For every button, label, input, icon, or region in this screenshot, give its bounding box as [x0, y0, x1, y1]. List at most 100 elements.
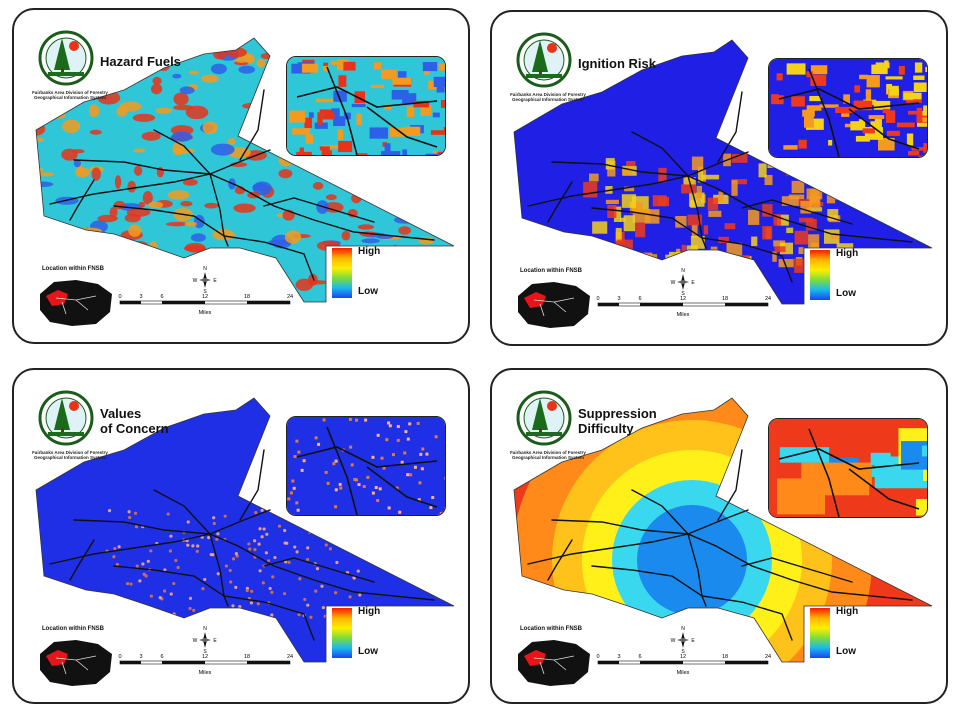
road-line [69, 539, 95, 581]
svg-text:S: S [681, 291, 685, 296]
svg-text:S: S [203, 289, 207, 294]
map-title-line1: Hazard Fuels [100, 54, 181, 69]
road-line [717, 91, 743, 163]
svg-text:E: E [213, 638, 217, 644]
scale-tick-label: 3 [617, 296, 620, 302]
scale-tick-label: 18 [244, 294, 250, 300]
scale-tick-label: 12 [202, 654, 208, 660]
road-line [551, 519, 913, 601]
legend-low-label: Low [836, 288, 856, 299]
legend-low-label: Low [358, 286, 378, 297]
svg-text:S: S [203, 649, 207, 654]
scale-tick-label: 6 [160, 294, 163, 300]
map-title: Hazard Fuels [100, 54, 181, 69]
map-panel-hazard-fuels: Fairbanks Area Division of Forestry Geog… [12, 8, 470, 344]
scale-tick-label: 6 [160, 654, 163, 660]
scale-tick-label: 24 [765, 296, 771, 302]
north-arrow-icon: N S W E [193, 266, 218, 294]
road-line [73, 519, 435, 601]
svg-text:E: E [691, 280, 695, 286]
road-line [631, 131, 689, 177]
scale-tick-label: 0 [118, 654, 121, 660]
agency-caption: Fairbanks Area Division of Forestry Geog… [510, 92, 586, 102]
road-line [239, 449, 265, 521]
legend-high-label: High [836, 606, 859, 617]
road-line [153, 129, 211, 175]
scale-tick-label: 6 [638, 654, 641, 660]
detail-inset [768, 58, 928, 158]
road-line [551, 161, 913, 243]
road-line [591, 565, 793, 641]
detail-inset [286, 416, 446, 516]
road-line [547, 181, 573, 223]
agency-caption: Fairbanks Area Division of Forestry Geog… [510, 450, 586, 460]
scale-tick-label: 12 [202, 294, 208, 300]
legend-high-label: High [836, 248, 859, 259]
legend: High Low [810, 606, 870, 662]
scale-bar: 0 3 6 12 18 24 Miles [596, 654, 771, 676]
scale-tick-label: 18 [244, 654, 250, 660]
road-line [73, 159, 435, 241]
forestry-logo [38, 390, 94, 446]
road-line [263, 197, 375, 223]
legend-low-label: Low [836, 646, 856, 657]
location-map [518, 282, 590, 328]
map-title: Ignition Risk [578, 56, 656, 71]
map-panel-values-of-concern: Fairbanks Area Division of Forestry Geog… [12, 368, 470, 704]
road-line [741, 199, 853, 225]
scale-tick-label: 12 [680, 296, 686, 302]
svg-text:N: N [203, 626, 207, 632]
road-line [239, 89, 265, 161]
scale-tick-label: 24 [287, 294, 293, 300]
location-label: Location within FNSB [520, 268, 582, 274]
scale-tick-label: 18 [722, 654, 728, 660]
svg-text:Miles: Miles [677, 312, 690, 318]
scale-tick-label: 3 [139, 654, 142, 660]
agency-caption: Fairbanks Area Division of Forestry Geog… [32, 450, 108, 460]
road-line [113, 205, 315, 281]
detail-inset [768, 418, 928, 518]
road-line [741, 557, 853, 583]
forestry-logo [516, 390, 572, 446]
svg-text:N: N [203, 266, 207, 272]
north-arrow-icon: N S W E [671, 268, 696, 296]
location-label: Location within FNSB [42, 626, 104, 632]
borough-map [513, 39, 933, 305]
road-line [153, 489, 211, 535]
legend-color-ramp [332, 248, 352, 298]
svg-text:W: W [193, 638, 198, 644]
legend-high-label: High [358, 606, 381, 617]
road-line [49, 509, 271, 565]
svg-text:N: N [681, 626, 685, 632]
scale-bar: 0 3 6 12 18 24 Miles [118, 654, 293, 676]
scale-bar: 0 3 6 12 18 24 Miles [596, 296, 771, 318]
road-line [527, 509, 749, 565]
road-line [687, 175, 707, 249]
map-title-line2: of Concern [100, 421, 169, 436]
legend-color-ramp [810, 608, 830, 658]
scale-tick-label: 24 [287, 654, 293, 660]
legend-high-label: High [358, 246, 381, 257]
road-line [547, 539, 573, 581]
road-line [49, 149, 271, 205]
scale-tick-label: 0 [118, 294, 121, 300]
road-line [263, 557, 375, 583]
location-map [518, 640, 590, 686]
borough-map [35, 397, 455, 663]
svg-text:W: W [671, 638, 676, 644]
scale-tick-label: 0 [596, 296, 599, 302]
scale-tick-label: 6 [638, 296, 641, 302]
road-line [113, 565, 315, 641]
scale-tick-label: 3 [617, 654, 620, 660]
scale-tick-label: 12 [680, 654, 686, 660]
scale-tick-label: 24 [765, 654, 771, 660]
road-line [209, 173, 229, 247]
legend-color-ramp [332, 608, 352, 658]
road-line [687, 533, 707, 607]
north-arrow-icon: N S W E [671, 626, 696, 654]
svg-text:N: N [681, 268, 685, 274]
borough-map [35, 37, 455, 303]
detail-inset [286, 56, 446, 156]
borough-map [513, 397, 933, 663]
road-line [591, 207, 793, 283]
